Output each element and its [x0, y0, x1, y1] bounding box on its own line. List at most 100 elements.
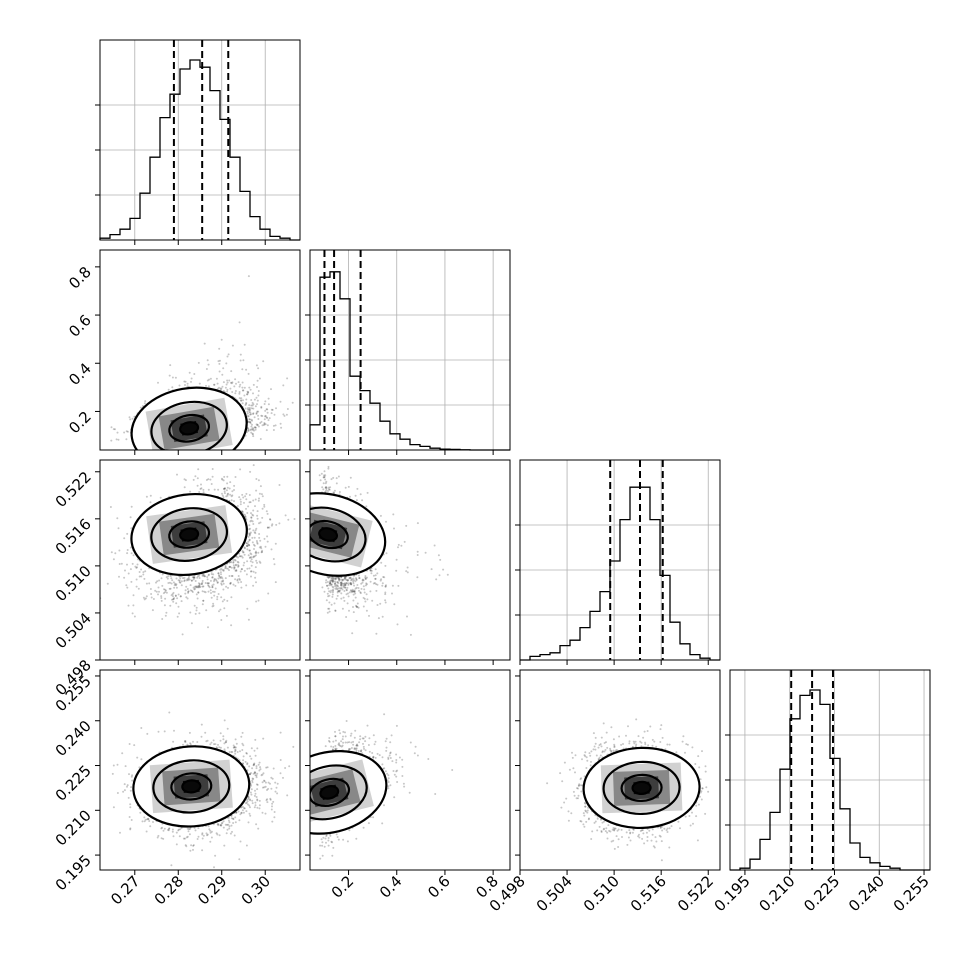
sample-point [253, 536, 256, 539]
sample-point [204, 591, 207, 594]
sample-point [273, 413, 276, 416]
sample-point [207, 478, 210, 481]
sample-point [222, 390, 225, 392]
sample-point [218, 347, 221, 350]
sample-point [126, 549, 129, 551]
sample-point [250, 404, 253, 407]
sample-point [198, 491, 201, 493]
sample-point [267, 403, 270, 406]
sample-point [208, 573, 210, 576]
sample-point [247, 415, 250, 418]
sample-point [144, 570, 147, 573]
sample-point [251, 423, 253, 426]
sample-point [252, 499, 255, 502]
sample-point [253, 555, 256, 558]
sample-point [251, 428, 254, 431]
sample-point [254, 566, 257, 569]
sample-point [127, 572, 130, 575]
sample-point [243, 513, 246, 516]
sample-point [168, 587, 171, 590]
sample-point [230, 596, 233, 599]
sample-point [239, 498, 242, 501]
sample-point [264, 415, 266, 418]
sample-point [246, 560, 249, 563]
sample-point [255, 527, 258, 530]
sample-point [237, 565, 240, 568]
sample-point [218, 386, 220, 389]
sample-point [266, 408, 269, 411]
sample-point [264, 545, 267, 548]
sample-point [225, 585, 228, 588]
sample-point [229, 387, 232, 390]
sample-point [230, 499, 233, 502]
sample-point [175, 586, 178, 589]
sample-point [221, 580, 224, 583]
sample-point [246, 393, 249, 396]
sample-point [242, 496, 245, 499]
sample-point [180, 580, 183, 583]
sample-point [206, 359, 209, 362]
x-tick-label: 0.195 [711, 872, 754, 915]
sample-point [188, 371, 191, 374]
sample-point [208, 586, 211, 589]
sample-point [233, 566, 236, 569]
sample-point [186, 597, 189, 600]
sample-point [266, 424, 269, 427]
sample-point [162, 592, 165, 595]
sample-point [245, 398, 248, 401]
sample-point [203, 575, 206, 578]
sample-point [279, 400, 282, 403]
sample-point [173, 586, 176, 589]
sample-point [189, 611, 192, 614]
panel-frame [519, 459, 721, 661]
sample-point [258, 522, 260, 525]
sample-point [179, 577, 182, 580]
sample-point [243, 394, 246, 397]
sample-point [166, 577, 169, 580]
sample-point [240, 399, 242, 402]
y-tick-label: 0.2 [65, 408, 95, 438]
sample-point [202, 599, 205, 602]
sample-point [234, 559, 237, 562]
sample-point [213, 594, 216, 597]
sample-point [247, 407, 250, 409]
sample-point [255, 600, 258, 603]
sample-point [249, 532, 252, 535]
sample-point [249, 413, 252, 416]
sample-point [198, 586, 201, 589]
sample-point [197, 585, 200, 588]
sample-point [213, 577, 216, 580]
sample-point [169, 587, 172, 590]
sample-point [250, 553, 253, 556]
sample-point [252, 403, 255, 406]
sample-point [235, 563, 237, 566]
sample-point [202, 488, 205, 491]
sample-point [238, 578, 241, 581]
sample-point [258, 377, 261, 380]
sample-point [219, 359, 221, 362]
sample-point [193, 576, 196, 578]
sample-point [247, 554, 250, 557]
sample-point [247, 543, 250, 546]
sample-point [129, 568, 132, 571]
sample-point [158, 590, 160, 593]
sample-point [226, 475, 229, 478]
sample-point [250, 575, 252, 578]
sample-point [216, 387, 219, 390]
sample-point [251, 401, 254, 404]
sample-point [241, 368, 244, 371]
sample-point [270, 524, 273, 527]
sample-point [207, 626, 209, 629]
sample-point [248, 410, 251, 413]
sample-point [228, 566, 231, 568]
sample-point [244, 547, 246, 550]
sample-point [252, 433, 254, 436]
sample-point [231, 494, 234, 497]
sample-point [230, 495, 233, 498]
sample-point [257, 367, 260, 370]
sample-point [221, 568, 224, 571]
sample-point [224, 567, 227, 570]
sample-point [201, 585, 204, 588]
sample-point [219, 577, 222, 580]
sample-point [190, 377, 193, 380]
